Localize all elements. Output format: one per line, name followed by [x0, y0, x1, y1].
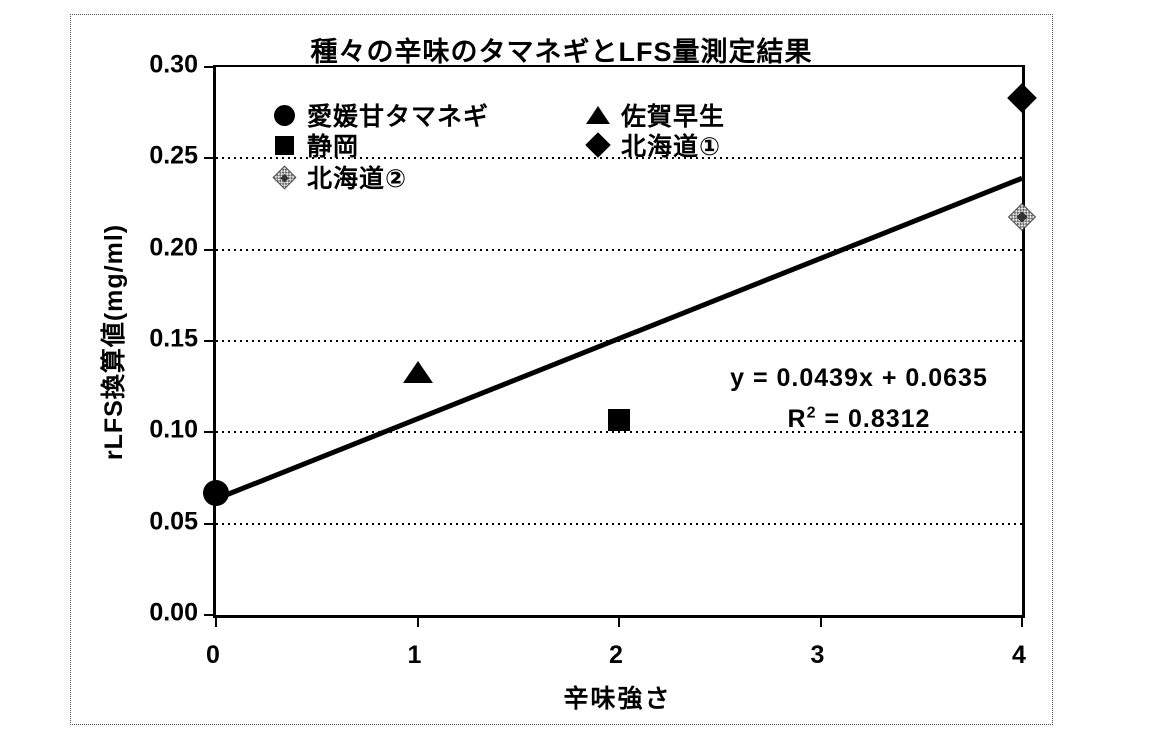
legend-marker-diamond-icon [584, 131, 612, 159]
x-axis-tick-label: 0 [206, 641, 220, 669]
x-axis-tick [618, 618, 620, 627]
x-axis-tick-label: 1 [407, 641, 422, 669]
x-axis-tick [416, 618, 419, 627]
trendline-equation: y = 0.0439x + 0.0635 [730, 364, 988, 392]
trendline-annotation: y = 0.0439x + 0.0635 R2 = 0.8312 [663, 358, 1055, 440]
y-axis-tick [204, 66, 213, 68]
legend-marker-square-icon [270, 131, 298, 159]
r-squared-value: R2 = 0.8312 [663, 399, 1055, 440]
data-point-triangle-icon [402, 361, 433, 384]
x-axis-tick [1021, 618, 1023, 627]
gridline [216, 157, 1022, 160]
legend-marker-diamond-gray-icon [270, 163, 298, 191]
legend-item: 愛媛甘タマネギ [270, 97, 489, 133]
x-axis-tick-label: 4 [1012, 641, 1026, 669]
legend-item: 佐賀早生 [584, 97, 725, 133]
gridline [216, 522, 1022, 525]
legend-item: 北海道② [270, 159, 407, 195]
legend-label: 佐賀早生 [621, 103, 726, 131]
legend-item: 北海道① [584, 127, 721, 163]
plot-area: y = 0.0439x + 0.0635 R2 = 0.8312 愛媛甘タマネギ… [203, 65, 1037, 627]
legend-label: 北海道① [621, 133, 722, 161]
y-axis-tick [204, 614, 213, 616]
legend-label: 北海道② [307, 165, 408, 193]
legend-marker-circle-icon [270, 101, 298, 129]
x-axis-tick [819, 618, 822, 627]
trend-line [215, 175, 1023, 502]
x-axis-tick-label: 3 [810, 641, 825, 669]
x-axis-tick-label: 2 [609, 641, 623, 669]
y-axis-tick-label: 0.20 [149, 233, 198, 262]
y-axis-tick-label: 0.15 [149, 324, 198, 353]
y-axis-tick-label: 0.30 [149, 50, 198, 79]
figure-outer-frame [70, 14, 1053, 725]
legend-label: 静岡 [307, 133, 360, 161]
legend-item: 静岡 [270, 127, 359, 163]
data-point-square-icon [608, 408, 630, 431]
x-axis-tick [215, 618, 217, 627]
chart-title: 種々の辛味のタマネギとLFS量測定結果 [310, 37, 813, 67]
y-axis-tick-label: 0.05 [149, 507, 198, 536]
y-axis-tick-label: 0.10 [149, 415, 198, 444]
legend-label: 愛媛甘タマネギ [307, 103, 490, 131]
y-axis-tick [204, 431, 213, 434]
y-axis-tick [204, 157, 213, 160]
legend-marker-triangle-icon [584, 101, 612, 129]
gridline [216, 431, 1022, 434]
y-axis-tick [204, 248, 213, 251]
r2-rest: = 0.8312 [816, 405, 931, 433]
x-axis-title: 辛味強さ [563, 685, 672, 713]
r2-base: R [787, 405, 807, 433]
data-point-circle-icon [203, 479, 229, 506]
y-axis-tick [204, 522, 213, 525]
y-axis-tick-label: 0.25 [149, 141, 198, 170]
gridline [216, 248, 1022, 251]
y-axis-tick [204, 340, 213, 342]
y-axis-tick-label: 0.00 [149, 598, 198, 627]
r2-superscript: 2 [806, 404, 817, 422]
